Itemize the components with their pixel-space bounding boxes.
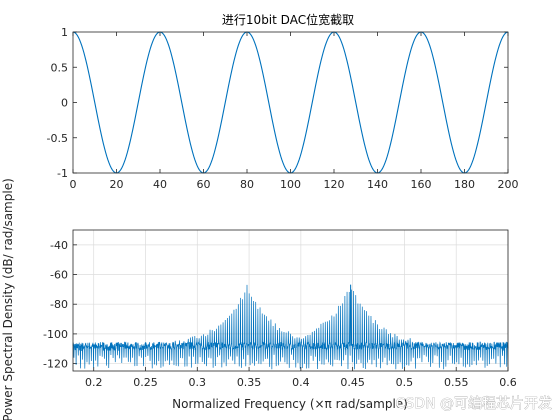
bottom-x-tick-label: 0.25 [133,376,158,389]
bottom-x-tick-label: 0.45 [340,376,365,389]
bottom-y-tick-label: -100 [43,328,68,341]
top-plot: 进行10bit DAC位宽截取 1 0.5 0 -0.5 -1 0 20 40 60 80 100… [47,12,519,191]
top-y-tick-label: -0.5 [47,132,68,145]
bottom-plot: -40-60-80-100-120 0.2 0.25 0.3 0.35 0.4 0.45 0… [1,178,517,420]
top-plot-area [73,32,508,173]
top-y-tick-label: -1 [57,167,68,180]
top-x-ticks: 0 20 40 60 80 100 120 140 160 180 200 [70,32,519,191]
top-y-tick-label: 0.5 [51,61,69,74]
top-x-tick-label: 40 [153,178,167,191]
top-x-tick-label: 80 [240,178,254,191]
top-x-tick-label: 0 [70,178,77,191]
bottom-plot-frame [72,229,509,372]
bottom-x-label: Normalized Frequency (×π rad/sample) [172,397,408,411]
top-plot-title: 进行10bit DAC位宽截取 [222,12,354,27]
bottom-x-tick-label: 0.3 [189,376,207,389]
top-x-tick-label: 100 [280,178,301,191]
top-y-ticks: 1 0.5 0 -0.5 -1 [47,26,508,180]
bottom-y-label: Power Spectral Density (dB/ rad/sample) [1,178,15,420]
bottom-x-ticks: 0.2 0.25 0.3 0.35 0.4 0.45 0.5 0.55 0.6 [85,367,517,389]
bottom-series-line [72,284,509,370]
top-x-tick-label: 160 [411,178,432,191]
top-y-tick-label: 0 [61,97,68,110]
top-y-tick-label: 1 [61,26,68,39]
bottom-x-tick-label: 0.6 [499,376,517,389]
watermark: CSDN @可编程芯片开发 [396,396,552,412]
bottom-x-tick-label: 0.5 [396,376,414,389]
bottom-y-tick-label: -40 [50,239,68,252]
bottom-x-tick-label: 0.4 [292,376,310,389]
bottom-x-tick-label: 0.2 [85,376,103,389]
top-x-tick-label: 180 [454,178,475,191]
bottom-plot-area [73,230,508,371]
top-x-tick-label: 200 [498,178,519,191]
bottom-y-ticks: -40 -60 -80 -100 -120 [43,239,77,371]
bottom-x-tick-label: 0.55 [444,376,469,389]
top-x-tick-label: 60 [197,178,211,191]
bottom-y-tick-label: -120 [43,358,68,371]
top-x-tick-label: 120 [324,178,345,191]
top-x-tick-label: 140 [367,178,388,191]
bottom-x-tick-label: 0.35 [237,376,262,389]
bottom-y-tick-label: -80 [50,298,68,311]
top-x-tick-label: 20 [110,178,124,191]
bottom-y-tick-label: -60 [50,269,68,282]
top-plot-frame [72,31,509,174]
